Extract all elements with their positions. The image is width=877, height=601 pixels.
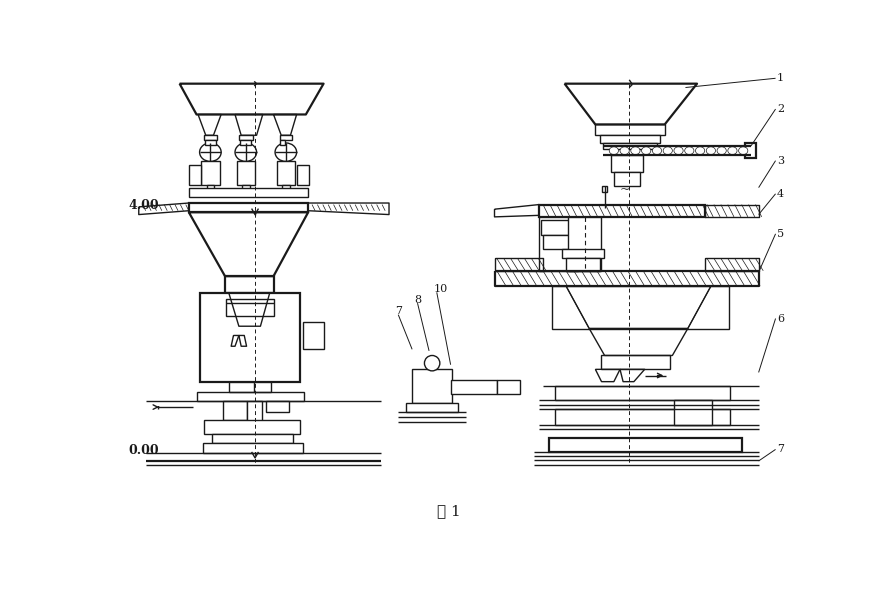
- Bar: [553, 286, 730, 329]
- Bar: [225, 299, 274, 316]
- Bar: [281, 140, 285, 144]
- Ellipse shape: [610, 147, 618, 154]
- Text: 4: 4: [777, 189, 784, 199]
- Bar: [610, 155, 643, 172]
- Ellipse shape: [200, 143, 221, 162]
- Bar: [196, 392, 304, 401]
- Text: 7: 7: [777, 444, 784, 454]
- Ellipse shape: [728, 147, 737, 154]
- Ellipse shape: [620, 147, 630, 154]
- Bar: [406, 403, 459, 412]
- Bar: [189, 188, 308, 197]
- Ellipse shape: [663, 147, 673, 154]
- Ellipse shape: [695, 147, 705, 154]
- Bar: [567, 258, 600, 271]
- Bar: [496, 380, 520, 394]
- Text: 0.00: 0.00: [129, 445, 160, 457]
- Bar: [549, 438, 742, 452]
- Bar: [189, 203, 308, 212]
- Ellipse shape: [652, 147, 661, 154]
- Text: 7: 7: [396, 306, 403, 316]
- Text: 4.00: 4.00: [129, 199, 160, 212]
- Ellipse shape: [642, 147, 651, 154]
- Bar: [282, 185, 289, 191]
- Bar: [189, 165, 201, 185]
- Ellipse shape: [631, 147, 640, 154]
- Bar: [280, 135, 292, 140]
- Bar: [266, 401, 289, 412]
- Bar: [543, 236, 575, 249]
- Bar: [225, 276, 274, 293]
- Text: 1: 1: [777, 73, 784, 84]
- Text: 5: 5: [777, 229, 784, 239]
- Ellipse shape: [424, 355, 440, 371]
- Bar: [601, 355, 670, 370]
- Bar: [240, 140, 251, 144]
- Text: 3: 3: [777, 156, 784, 166]
- Bar: [232, 346, 245, 354]
- Bar: [541, 220, 575, 236]
- Bar: [614, 172, 640, 186]
- Bar: [242, 185, 250, 191]
- Bar: [595, 124, 665, 135]
- Bar: [745, 143, 756, 158]
- Bar: [600, 135, 660, 143]
- Bar: [296, 165, 309, 185]
- Ellipse shape: [674, 147, 683, 154]
- Bar: [203, 444, 303, 453]
- Ellipse shape: [685, 147, 694, 154]
- Bar: [412, 368, 453, 403]
- Bar: [246, 401, 262, 424]
- Bar: [554, 409, 731, 425]
- Bar: [201, 162, 219, 185]
- Bar: [238, 326, 260, 335]
- Bar: [276, 162, 295, 185]
- Text: ~: ~: [620, 183, 631, 196]
- Bar: [674, 400, 712, 425]
- Bar: [206, 185, 214, 191]
- Bar: [239, 135, 253, 140]
- Bar: [229, 382, 271, 393]
- Bar: [204, 420, 301, 434]
- Bar: [204, 135, 217, 140]
- Ellipse shape: [275, 143, 296, 162]
- Bar: [237, 162, 255, 185]
- Text: 2: 2: [777, 104, 784, 114]
- Ellipse shape: [717, 147, 726, 154]
- Ellipse shape: [738, 147, 748, 154]
- Bar: [562, 249, 604, 258]
- Bar: [205, 140, 216, 144]
- Bar: [603, 143, 657, 149]
- Bar: [451, 380, 496, 394]
- Text: 6: 6: [777, 314, 784, 323]
- Text: 图 1: 图 1: [438, 504, 461, 518]
- Bar: [224, 401, 246, 420]
- Bar: [568, 217, 601, 271]
- Text: 8: 8: [415, 295, 422, 305]
- Bar: [554, 386, 731, 400]
- Bar: [200, 293, 301, 382]
- Bar: [303, 322, 324, 349]
- Bar: [539, 217, 578, 271]
- Ellipse shape: [235, 143, 257, 162]
- Ellipse shape: [706, 147, 716, 154]
- Text: 10: 10: [434, 284, 448, 294]
- Bar: [539, 204, 705, 217]
- Bar: [212, 434, 293, 444]
- Bar: [602, 186, 607, 192]
